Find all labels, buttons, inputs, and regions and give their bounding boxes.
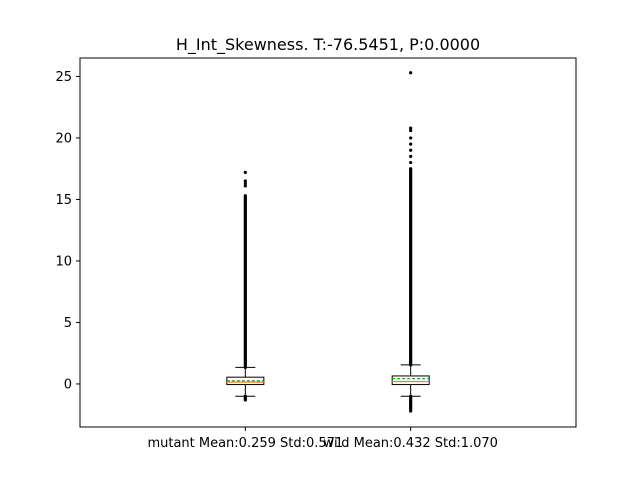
chart-title: H_Int_Skewness. T:-76.5451, P:0.0000 — [176, 35, 480, 55]
y-tick-label: 25 — [55, 70, 72, 85]
outlier-point — [409, 148, 413, 152]
x-tick-label: mutant Mean:0.259 Std:0.571 — [147, 436, 343, 451]
outlier-point — [409, 142, 413, 146]
iqr-box — [391, 375, 430, 386]
y-tick-label: 10 — [55, 254, 72, 269]
y-tick-label: 5 — [64, 316, 72, 331]
outlier-point — [409, 71, 413, 75]
outlier-point — [243, 181, 247, 186]
y-tick-label: 20 — [55, 131, 72, 146]
outlier-point — [243, 179, 247, 183]
x-tick-label: wild Mean:0.432 Std:1.070 — [323, 436, 498, 451]
y-tick-label: 0 — [64, 377, 72, 392]
outlier-point — [409, 128, 413, 133]
axes-frame — [79, 57, 577, 428]
outlier-point — [243, 170, 247, 174]
outlier-point — [409, 160, 413, 165]
y-tick-label: 15 — [55, 193, 72, 208]
outlier-point — [409, 136, 413, 140]
outlier-point — [409, 154, 413, 158]
outlier-point — [409, 126, 413, 130]
plot-area: 0 5 10 15 20 25 mutant Mean:0.259 Std:0.571wil… — [55, 70, 498, 451]
outlier-point — [243, 184, 247, 188]
